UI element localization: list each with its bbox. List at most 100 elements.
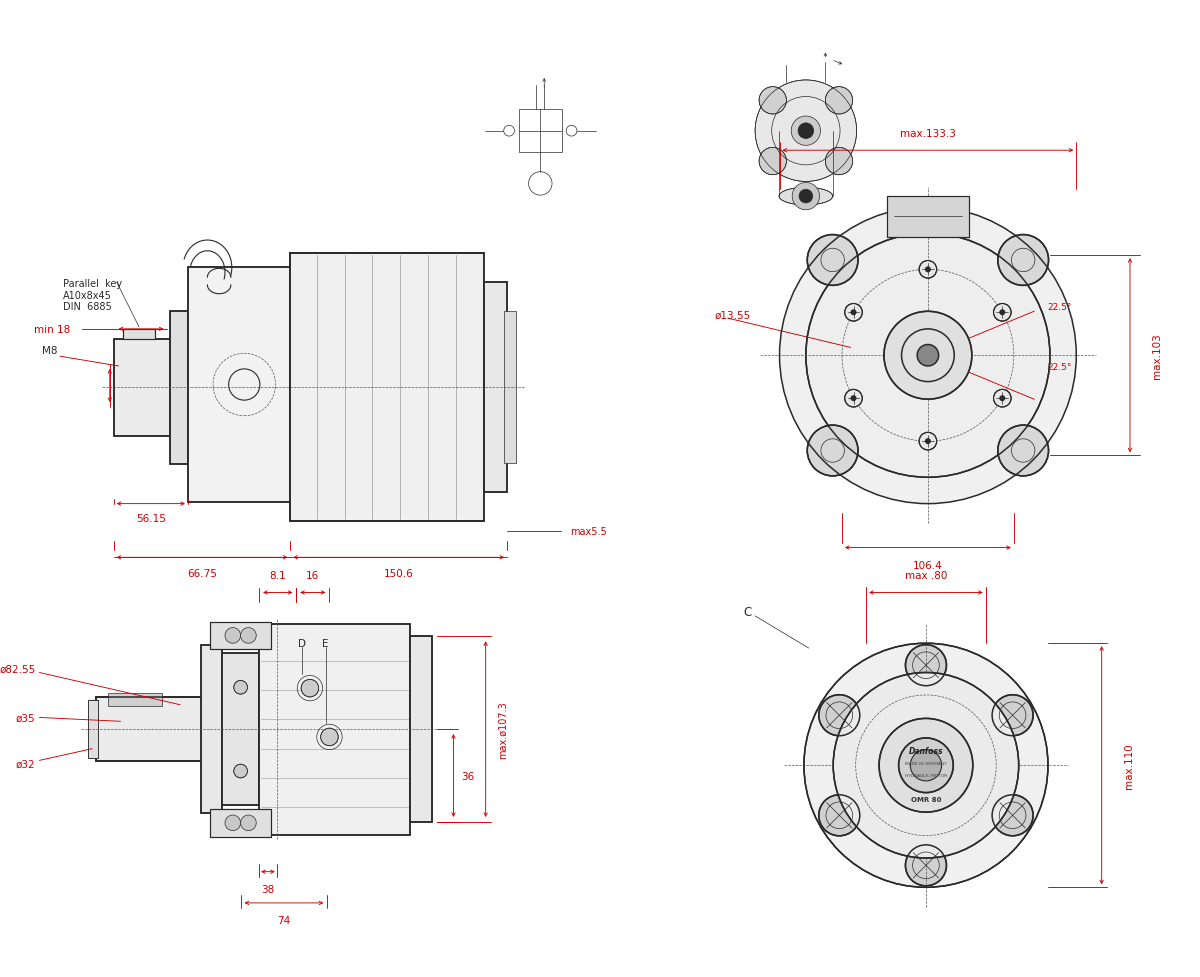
Bar (290, 253, 484, 522)
Text: 8.1: 8.1 (269, 571, 286, 580)
Circle shape (806, 234, 1050, 478)
Circle shape (997, 235, 1049, 286)
Text: max.ø107.3: max.ø107.3 (497, 701, 508, 758)
Circle shape (845, 304, 863, 321)
Bar (210, 809, 271, 836)
Circle shape (911, 750, 942, 781)
Circle shape (833, 673, 1019, 858)
Text: 66.75: 66.75 (187, 569, 217, 578)
Circle shape (804, 644, 1048, 887)
Circle shape (845, 390, 863, 407)
Bar (518, 110, 562, 153)
Text: 36: 36 (462, 771, 475, 781)
Circle shape (224, 815, 241, 830)
Circle shape (1000, 396, 1006, 402)
Circle shape (994, 390, 1012, 407)
Circle shape (241, 815, 257, 830)
Circle shape (224, 628, 241, 644)
Text: 56.15: 56.15 (136, 514, 166, 524)
Text: Danfoss: Danfoss (908, 746, 943, 755)
Circle shape (808, 235, 858, 286)
Circle shape (760, 149, 786, 176)
Bar (290, 253, 484, 522)
Bar (188, 268, 290, 502)
Circle shape (818, 695, 859, 736)
Circle shape (826, 149, 853, 176)
Text: OMR 80: OMR 80 (911, 796, 941, 803)
Text: max.133.3: max.133.3 (900, 129, 956, 139)
Text: D: D (298, 639, 306, 649)
Bar (188, 268, 290, 502)
Circle shape (818, 795, 859, 836)
Bar (504, 312, 516, 463)
Circle shape (917, 345, 938, 366)
Bar (200, 646, 222, 813)
Bar (200, 646, 222, 813)
Bar (170, 312, 188, 464)
Circle shape (919, 261, 937, 278)
Ellipse shape (779, 189, 833, 206)
Circle shape (234, 681, 247, 695)
Circle shape (792, 184, 820, 211)
Circle shape (919, 433, 937, 450)
Circle shape (241, 628, 257, 644)
Bar (887, 197, 968, 237)
Bar (170, 312, 188, 464)
Bar (410, 637, 432, 822)
Text: M8: M8 (42, 346, 58, 356)
Bar (96, 698, 274, 762)
Bar (259, 624, 410, 834)
Circle shape (997, 426, 1049, 477)
Circle shape (780, 208, 1076, 504)
Text: MADE IN GERMANY: MADE IN GERMANY (905, 761, 947, 766)
Circle shape (880, 719, 973, 812)
Bar (114, 339, 170, 437)
Bar (108, 693, 162, 706)
Circle shape (798, 124, 814, 140)
Text: HYDRAULIC MOTOR: HYDRAULIC MOTOR (905, 773, 947, 778)
Bar (887, 197, 968, 237)
Bar (484, 282, 508, 492)
Bar (210, 809, 271, 836)
Bar (124, 329, 155, 339)
Text: ø13.55: ø13.55 (715, 310, 751, 319)
Circle shape (906, 845, 947, 886)
Circle shape (760, 88, 786, 115)
Bar (96, 698, 274, 762)
Bar (210, 622, 271, 650)
Circle shape (799, 191, 812, 204)
Circle shape (925, 439, 931, 445)
Circle shape (301, 680, 319, 698)
Text: Parallel  key
A10x8x45
DIN  6885: Parallel key A10x8x45 DIN 6885 (62, 278, 122, 312)
Text: ø35: ø35 (16, 712, 36, 723)
Circle shape (925, 267, 931, 273)
Bar (124, 329, 155, 339)
Circle shape (992, 695, 1033, 736)
Text: max.103: max.103 (1152, 333, 1163, 379)
Bar (222, 654, 259, 805)
Text: ø82.55: ø82.55 (0, 664, 36, 674)
Text: max5.5: max5.5 (570, 527, 607, 536)
Bar (96, 698, 274, 762)
Bar (410, 637, 432, 822)
Circle shape (1000, 310, 1006, 316)
Text: ø32: ø32 (16, 758, 36, 769)
Circle shape (884, 312, 972, 400)
Text: C: C (743, 606, 751, 618)
Text: min 18: min 18 (34, 324, 70, 334)
Circle shape (234, 764, 247, 778)
Circle shape (851, 310, 857, 316)
Bar (210, 622, 271, 650)
Bar (222, 654, 259, 805)
Text: max.110: max.110 (1124, 743, 1134, 788)
Circle shape (994, 304, 1012, 321)
Circle shape (992, 795, 1033, 836)
Text: max .80: max .80 (905, 571, 947, 580)
Circle shape (899, 739, 953, 792)
Circle shape (755, 81, 857, 183)
Text: 74: 74 (277, 915, 290, 925)
Text: 150.6: 150.6 (384, 569, 414, 578)
Text: E: E (323, 639, 329, 649)
Text: 106.4: 106.4 (913, 561, 943, 571)
Text: 22.5°: 22.5° (1048, 363, 1072, 372)
